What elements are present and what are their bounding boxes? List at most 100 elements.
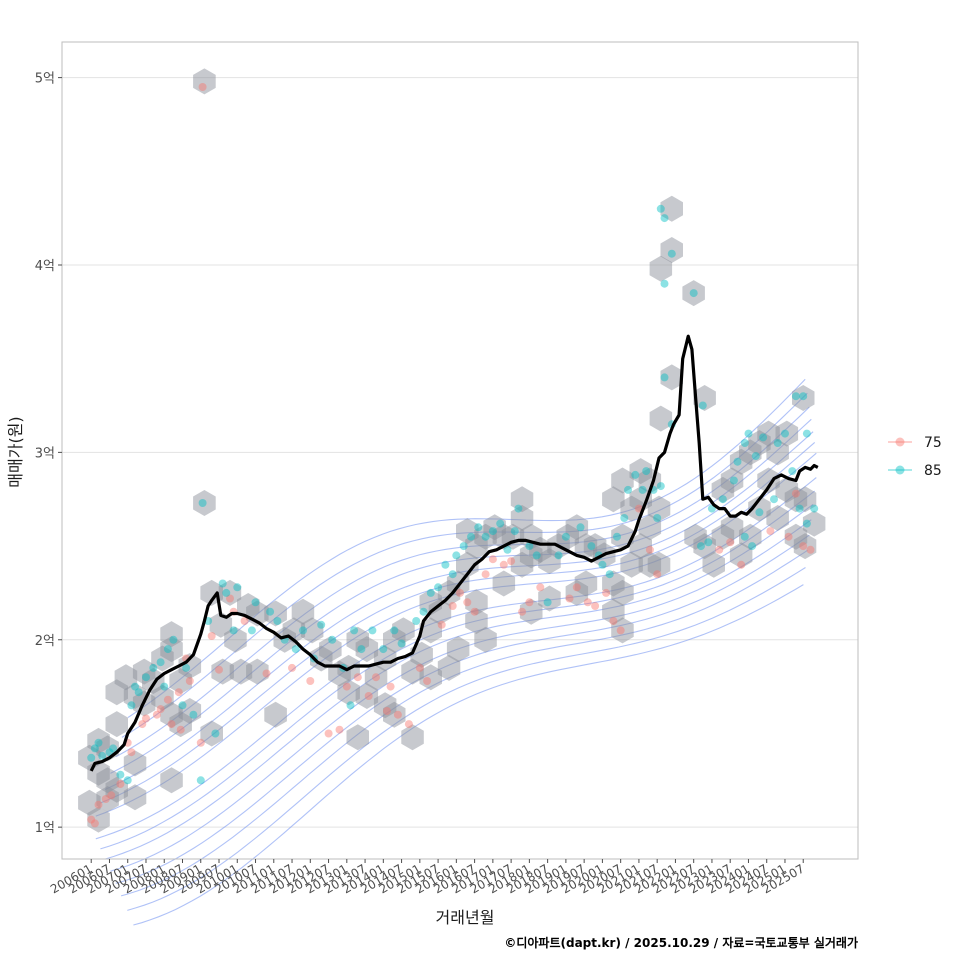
hexbin-114 [602,486,625,513]
point-85-6 [660,373,669,382]
contour-line-5 [104,503,814,860]
hexbin-26 [132,658,156,685]
point-85-76 [554,551,563,560]
hexbin-109 [611,579,634,606]
point-75-44 [470,607,479,616]
hexbin-9 [792,385,815,411]
point-85-24 [149,663,158,672]
point-75-58 [616,626,625,635]
point-75-8 [127,748,136,757]
point-75-12 [156,705,165,714]
plot-panel [61,41,859,926]
point-85-59 [426,588,435,597]
point-75-16 [176,725,185,734]
point-85-57 [412,617,421,625]
point-75-38 [415,663,424,672]
point-85-52 [357,645,366,654]
hexbin-130 [711,476,735,503]
hexbin-29 [160,636,183,663]
point-75-54 [583,598,592,607]
point-75-42 [456,588,464,597]
point-85-67 [481,532,490,541]
hexbin-34 [178,698,202,724]
point-85-42 [273,617,282,625]
hexbin-38 [200,720,223,747]
hexbin-74 [428,598,452,625]
y-tick-label-1: 2억 [35,634,55,649]
point-75-34 [383,707,391,715]
point-75-40 [437,620,446,629]
hexbin-6 [660,364,683,391]
point-75-1 [87,815,96,824]
hexbin-49 [300,617,324,644]
point-85-45 [299,626,307,635]
hexbin-28 [151,645,174,672]
point-85-97 [733,457,742,466]
point-85-25 [156,658,165,667]
hexbin-118 [647,495,671,522]
hexbin-140 [775,476,799,503]
point-85-23 [142,673,150,682]
legend-key-75 [895,437,905,447]
point-85-15 [98,751,107,760]
hexbin-68 [346,724,369,751]
point-75-43 [463,598,472,607]
hexbin-136 [766,439,789,466]
hexbin-129 [720,514,744,541]
hexbin-64 [337,679,360,706]
point-75-62 [715,545,724,554]
point-85-18 [116,770,125,779]
point-85-20 [127,701,136,710]
hexbin-7 [649,405,673,432]
hexbin-4 [660,237,683,263]
point-75-5 [107,791,116,800]
point-75-18 [185,677,194,685]
gridlines [62,77,858,828]
hexbin-132 [729,448,753,475]
hexbin-113 [611,467,634,494]
hexbin-110 [620,551,643,578]
hexbin-8 [693,385,716,411]
hexbin-24 [123,683,147,709]
point-85-93 [704,538,713,547]
contour-line-13 [121,392,808,738]
point-85-39 [247,626,256,635]
hexbin-92 [465,589,488,616]
hexbin-81 [483,514,506,541]
panel-background [62,42,858,859]
point-85-79 [587,542,596,551]
point-85-64 [459,542,468,551]
hexbin-87 [465,608,488,634]
point-85-35 [218,579,227,588]
point-85-70 [503,545,512,554]
point-75-6 [116,780,125,788]
point-85-100 [751,452,760,461]
point-75-45 [481,570,490,579]
point-75-31 [353,673,362,682]
point-75-13 [163,695,172,704]
hexbin-84 [510,505,534,531]
point-85-1 [656,204,665,213]
point-85-51 [350,626,359,635]
legend: 75 85 [888,435,942,479]
point-85-85 [624,485,632,494]
hexbin-75 [437,579,461,606]
point-85-91 [653,514,662,522]
point-75-67 [791,489,800,498]
point-75-32 [364,692,373,700]
point-85-32 [196,776,205,785]
contour-line-0 [133,584,804,926]
hexbin-148 [748,495,771,522]
legend-label-75: 75 [924,435,942,451]
point-85-65 [467,532,475,541]
hexbin-39 [224,626,247,653]
point-85-103 [770,495,778,504]
point-85-48 [328,635,337,644]
hexbin-126 [693,533,716,560]
point-85-5 [689,289,698,298]
point-85-4 [660,279,669,288]
point-75-46 [488,555,497,564]
hexbin-106 [519,598,543,625]
point-75-53 [572,583,581,592]
point-85-34 [211,729,220,738]
